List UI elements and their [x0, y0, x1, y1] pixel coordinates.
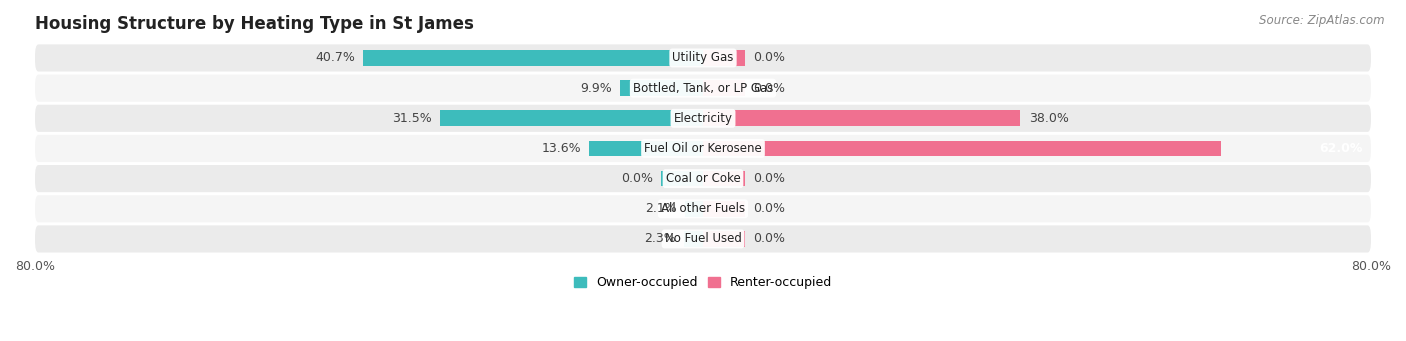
Text: All other Fuels: All other Fuels	[661, 202, 745, 215]
FancyBboxPatch shape	[35, 75, 1371, 102]
Text: 0.0%: 0.0%	[754, 202, 785, 215]
Text: Utility Gas: Utility Gas	[672, 51, 734, 64]
Text: 0.0%: 0.0%	[754, 81, 785, 95]
Bar	[703, 140, 1220, 156]
Text: 9.9%: 9.9%	[581, 81, 612, 95]
Text: 38.0%: 38.0%	[1029, 112, 1069, 125]
Bar	[363, 50, 703, 66]
Legend: Owner-occupied, Renter-occupied: Owner-occupied, Renter-occupied	[568, 271, 838, 294]
Bar	[683, 231, 703, 247]
Text: 2.3%: 2.3%	[644, 233, 675, 246]
Bar	[703, 231, 745, 247]
Text: No Fuel Used: No Fuel Used	[665, 233, 741, 246]
Text: 0.0%: 0.0%	[754, 172, 785, 185]
Text: 0.0%: 0.0%	[621, 172, 652, 185]
Bar	[661, 171, 703, 187]
Bar	[703, 110, 1021, 126]
Bar	[703, 80, 745, 96]
Text: Bottled, Tank, or LP Gas: Bottled, Tank, or LP Gas	[633, 81, 773, 95]
FancyBboxPatch shape	[35, 195, 1371, 222]
Text: 40.7%: 40.7%	[315, 51, 354, 64]
Text: 2.1%: 2.1%	[645, 202, 678, 215]
Text: Housing Structure by Heating Type in St James: Housing Structure by Heating Type in St …	[35, 15, 474, 33]
Bar	[440, 110, 703, 126]
Bar	[589, 140, 703, 156]
Text: 0.0%: 0.0%	[754, 233, 785, 246]
Text: 13.6%: 13.6%	[541, 142, 581, 155]
FancyBboxPatch shape	[35, 225, 1371, 253]
Text: 31.5%: 31.5%	[392, 112, 432, 125]
Text: Coal or Coke: Coal or Coke	[665, 172, 741, 185]
FancyBboxPatch shape	[35, 105, 1371, 132]
Text: Fuel Oil or Kerosene: Fuel Oil or Kerosene	[644, 142, 762, 155]
Text: 62.0%: 62.0%	[1319, 142, 1362, 155]
FancyBboxPatch shape	[35, 44, 1371, 72]
Bar	[703, 201, 745, 217]
Bar	[703, 50, 745, 66]
Text: Electricity: Electricity	[673, 112, 733, 125]
FancyBboxPatch shape	[35, 135, 1371, 162]
FancyBboxPatch shape	[35, 165, 1371, 192]
Text: 0.0%: 0.0%	[754, 51, 785, 64]
Bar	[620, 80, 703, 96]
Text: Source: ZipAtlas.com: Source: ZipAtlas.com	[1260, 14, 1385, 27]
Bar	[703, 171, 745, 187]
Bar	[686, 201, 703, 217]
